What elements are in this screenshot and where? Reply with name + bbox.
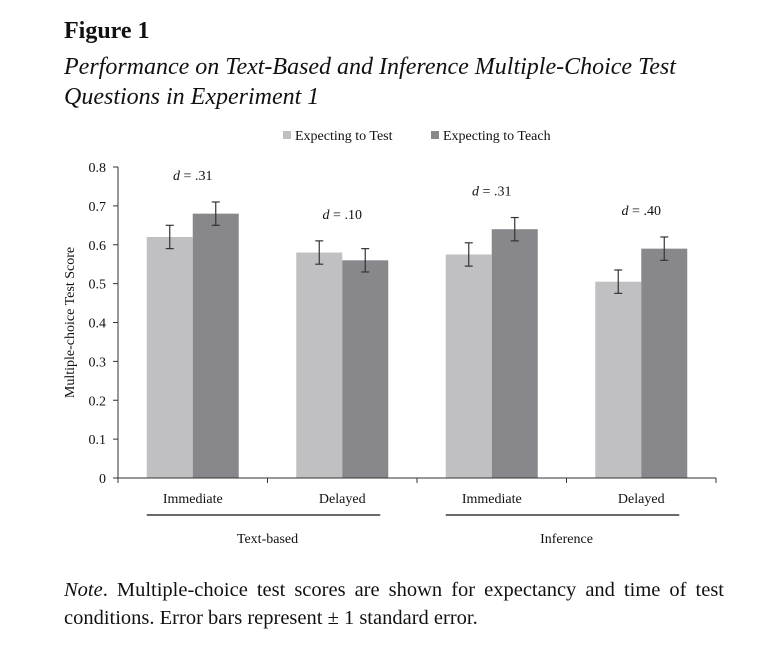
note-text: . Multiple-choice test scores are shown …	[64, 579, 724, 629]
y-tick-label: 0.6	[89, 239, 107, 254]
figure-note: Note. Multiple-choice test scores are sh…	[64, 576, 724, 632]
x-category-label: Delayed	[319, 492, 366, 507]
y-tick-label: 0.3	[89, 355, 107, 370]
bar	[342, 260, 389, 478]
bar-chart: Expecting to Test Expecting to Teach 0 0.1…	[63, 129, 717, 547]
x-axis: Immediate Delayed Immediate Delayed	[117, 477, 717, 507]
y-tick-label: 0.8	[89, 161, 107, 176]
x-category-label: Delayed	[618, 492, 665, 507]
bar	[445, 254, 492, 478]
x-category-label: Immediate	[462, 492, 522, 507]
effect-size-label: d = .31	[173, 169, 212, 184]
bar	[491, 229, 538, 478]
bar	[146, 236, 193, 478]
effect-size-label: d = .31	[472, 185, 511, 200]
legend-label: Expecting to Test	[295, 129, 393, 144]
legend-swatch	[283, 131, 291, 139]
bar	[192, 213, 239, 478]
x-axis-groups: Text-based Inference	[146, 514, 680, 547]
legend-label: Expecting to Teach	[443, 129, 551, 144]
legend-swatch	[431, 131, 439, 139]
x-category-label: Immediate	[163, 492, 223, 507]
y-axis-label: Multiple-choice Test Score	[63, 247, 78, 398]
bar	[296, 252, 343, 478]
group-label: Inference	[540, 532, 593, 547]
note-lead: Note	[64, 579, 103, 601]
y-tick-label: 0.1	[89, 433, 107, 448]
y-tick-label: 0.5	[89, 278, 107, 293]
y-axis: 0 0.1 0.2 0.3 0.4 0.5 0.6 0.7 0.8	[89, 161, 119, 487]
figure-title: Performance on Text-Based and Inference …	[64, 54, 676, 110]
effect-size-label: d = .10	[323, 208, 362, 223]
effect-size-label: d = .40	[622, 204, 661, 219]
bar	[641, 248, 688, 478]
effect-size-annotations: d = .31 d = .10 d = .31 d = .40	[173, 169, 661, 223]
y-tick-label: 0.4	[89, 317, 107, 332]
y-tick-label: 0.2	[89, 394, 107, 409]
chart-legend: Expecting to Test Expecting to Teach	[283, 129, 551, 144]
figure-label: Figure 1	[64, 18, 150, 44]
y-tick-label: 0	[99, 472, 106, 487]
group-label: Text-based	[237, 532, 298, 547]
y-tick-label: 0.7	[89, 200, 107, 215]
bar	[595, 281, 642, 478]
bar-layer	[146, 201, 688, 478]
